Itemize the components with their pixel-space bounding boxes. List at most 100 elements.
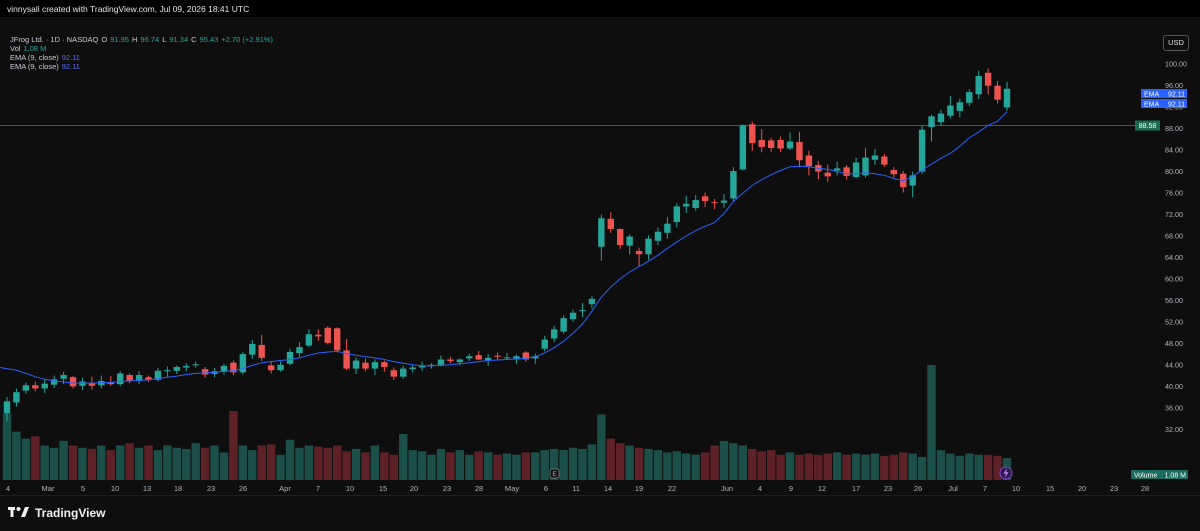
candle[interactable] xyxy=(720,194,728,208)
candle[interactable] xyxy=(13,388,20,407)
volume-bar[interactable] xyxy=(776,454,785,480)
candle[interactable] xyxy=(286,348,294,366)
volume-bar[interactable] xyxy=(521,452,531,480)
volume-bar[interactable] xyxy=(870,453,880,480)
volume-bar[interactable] xyxy=(31,436,40,480)
candle[interactable] xyxy=(541,335,548,352)
volume-bar[interactable] xyxy=(389,454,398,480)
volume-bar[interactable] xyxy=(182,448,191,480)
volume-bar[interactable] xyxy=(40,445,49,481)
lightning-marker[interactable] xyxy=(999,466,1013,480)
candle[interactable] xyxy=(41,379,48,394)
candle[interactable] xyxy=(475,350,482,361)
candle[interactable] xyxy=(918,125,926,174)
candle[interactable] xyxy=(352,357,360,374)
volume-bar[interactable] xyxy=(465,454,474,480)
volume-bar[interactable] xyxy=(748,448,757,480)
volume-bar[interactable] xyxy=(134,447,144,480)
candle[interactable] xyxy=(324,326,331,345)
candle[interactable] xyxy=(117,371,124,387)
volume-bar[interactable] xyxy=(663,452,672,480)
volume-bar[interactable] xyxy=(851,453,861,480)
volume-bar[interactable] xyxy=(125,443,134,480)
candle[interactable] xyxy=(683,195,690,213)
candle[interactable] xyxy=(135,371,143,385)
volume-bar[interactable] xyxy=(804,453,814,480)
candle[interactable] xyxy=(145,375,152,383)
candle[interactable] xyxy=(890,167,897,178)
candle[interactable] xyxy=(164,366,171,377)
volume-bar[interactable] xyxy=(927,365,936,480)
candle[interactable] xyxy=(664,217,671,239)
candle[interactable] xyxy=(192,361,199,368)
volume-bar[interactable] xyxy=(219,452,229,480)
volume-bar[interactable] xyxy=(2,413,12,480)
volume-bar[interactable] xyxy=(59,440,68,480)
volume-bar[interactable] xyxy=(49,447,59,480)
chart-panel[interactable]: E 104.00100.0096.0092.0088.0084.0080.007… xyxy=(0,17,1200,495)
candle[interactable] xyxy=(3,397,11,422)
candle[interactable] xyxy=(871,149,879,165)
candle[interactable] xyxy=(466,353,473,362)
volume-bar[interactable] xyxy=(993,455,1002,480)
volume-bar[interactable] xyxy=(559,450,568,480)
candle[interactable] xyxy=(503,353,511,361)
candle[interactable] xyxy=(532,353,539,364)
volume-bar[interactable] xyxy=(172,447,182,480)
volume-bar[interactable] xyxy=(936,450,946,480)
candle[interactable] xyxy=(126,373,133,384)
volume-bar[interactable] xyxy=(427,454,436,480)
candle[interactable] xyxy=(1003,81,1011,111)
volume-bar[interactable] xyxy=(12,431,21,480)
volume-bar[interactable] xyxy=(191,443,200,480)
volume-bar[interactable] xyxy=(814,454,823,480)
volume-bar[interactable] xyxy=(257,445,266,481)
candle[interactable] xyxy=(409,365,416,373)
volume-bar[interactable] xyxy=(323,447,332,480)
volume-bar[interactable] xyxy=(653,450,663,480)
candle[interactable] xyxy=(371,359,379,376)
volume-bar[interactable] xyxy=(946,453,955,480)
volume-bar[interactable] xyxy=(880,455,889,480)
candle[interactable] xyxy=(220,363,228,375)
candle[interactable] xyxy=(249,340,256,359)
candle[interactable] xyxy=(617,228,624,249)
candle[interactable] xyxy=(673,203,681,228)
volume-bar[interactable] xyxy=(78,447,87,480)
candle[interactable] xyxy=(258,334,265,362)
candle[interactable] xyxy=(994,80,1001,104)
candle[interactable] xyxy=(833,161,841,176)
volume-bar[interactable] xyxy=(332,445,342,481)
price-chart[interactable]: E 104.00100.0096.0092.0088.0084.0080.007… xyxy=(0,17,1200,495)
volume-bar[interactable] xyxy=(248,450,257,480)
candle[interactable] xyxy=(390,367,397,380)
candle[interactable] xyxy=(739,124,747,171)
volume-bar[interactable] xyxy=(568,447,578,480)
candle[interactable] xyxy=(50,375,58,388)
volume-bar[interactable] xyxy=(314,446,323,480)
volume-bar[interactable] xyxy=(342,451,351,480)
volume-bar[interactable] xyxy=(757,451,766,480)
candle[interactable] xyxy=(966,89,973,107)
volume-bar[interactable] xyxy=(889,454,898,480)
volume-bar[interactable] xyxy=(955,455,965,480)
candle[interactable] xyxy=(230,360,237,376)
tradingview-logo[interactable]: TradingView xyxy=(8,506,105,520)
volume-bar[interactable] xyxy=(295,447,304,480)
candle[interactable] xyxy=(654,227,662,246)
candle[interactable] xyxy=(645,235,652,260)
candle[interactable] xyxy=(900,171,907,193)
volume-bar[interactable] xyxy=(823,453,832,480)
volume-bar[interactable] xyxy=(832,452,842,480)
candle[interactable] xyxy=(239,351,247,375)
candle[interactable] xyxy=(579,303,586,318)
candle[interactable] xyxy=(881,153,888,167)
volume-bar[interactable] xyxy=(87,448,97,480)
volume-bar[interactable] xyxy=(116,445,125,481)
candle[interactable] xyxy=(569,309,577,322)
volume-bar[interactable] xyxy=(578,448,587,480)
candle[interactable] xyxy=(296,342,303,357)
candle[interactable] xyxy=(635,247,643,267)
volume-bar[interactable] xyxy=(276,454,285,480)
volume-bar[interactable] xyxy=(983,454,993,480)
